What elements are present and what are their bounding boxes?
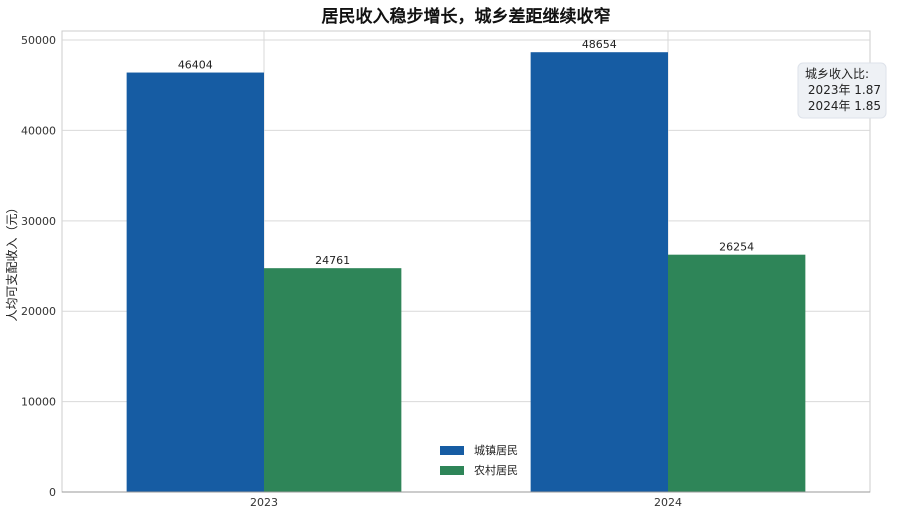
ratio-annotation: 城乡收入比: 2023年 1.87 2024年 1.85 — [797, 62, 887, 119]
annotation-line-2024: 2024年 1.85 — [808, 99, 881, 113]
y-tick-label: 40000 — [21, 124, 56, 137]
label-layer: 46404 24761 48654 26254 — [178, 38, 754, 267]
x-tick-label: 2024 — [654, 496, 682, 509]
annotation-line-2023: 2023年 1.87 — [808, 83, 881, 97]
x-tick-label: 2023 — [250, 496, 278, 509]
data-label-urban-2023: 46404 — [178, 59, 213, 72]
bar-layer — [126, 52, 806, 493]
data-label-rural-2024: 26254 — [719, 241, 754, 254]
y-tick-label: 30000 — [21, 215, 56, 228]
y-tick-label: 0 — [49, 486, 56, 499]
y-axis-title: 人均可支配收入（元） — [5, 201, 19, 321]
y-tick-label: 20000 — [21, 305, 56, 318]
legend-label-rural: 农村居民 — [474, 463, 518, 477]
legend-swatch-urban — [440, 446, 464, 455]
annotation-background — [797, 62, 887, 119]
axis-layer: 0 10000 20000 30000 40000 50000 2023 2024 — [21, 34, 870, 509]
data-label-urban-2024: 48654 — [582, 38, 617, 51]
legend-swatch-rural — [440, 466, 464, 475]
chart-title: 居民收入稳步增长，城乡差距继续收窄 — [322, 6, 611, 27]
bar-rural-2023 — [264, 268, 402, 492]
y-tick-label: 50000 — [21, 34, 56, 47]
annotation-heading: 城乡收入比: — [805, 67, 869, 81]
legend-label-urban: 城镇居民 — [474, 443, 518, 457]
y-tick-label: 10000 — [21, 396, 56, 409]
bar-rural-2024 — [668, 254, 806, 492]
data-label-rural-2023: 24761 — [315, 254, 350, 267]
bar-urban-2024 — [530, 52, 668, 493]
bar-urban-2023 — [126, 72, 264, 492]
